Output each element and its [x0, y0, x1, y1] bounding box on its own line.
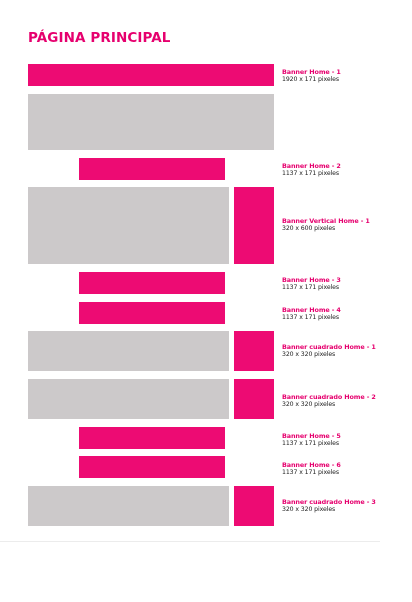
- banner-home-2-label: Banner Home - 2 1137 x 171 pixeles: [282, 162, 341, 178]
- banner-name: Banner Home - 4: [282, 306, 341, 314]
- banner-cuadrado-home-3: [234, 486, 274, 526]
- banner-size: 1137 x 171 pixeles: [282, 284, 339, 291]
- page-title: PÁGINA PRINCIPAL: [28, 30, 171, 46]
- banner-size: 1137 x 171 pixeles: [282, 170, 339, 177]
- banner-size: 1137 x 171 pixeles: [282, 469, 339, 476]
- banner-name: Banner Home - 3: [282, 276, 341, 284]
- banner-cuadrado-home-1-label: Banner cuadrado Home - 1 320 x 320 pixel…: [282, 343, 376, 359]
- banner-name: Banner cuadrado Home - 3: [282, 498, 376, 506]
- banner-home-2: [79, 158, 225, 180]
- content-block: [28, 187, 229, 264]
- banner-name: Banner Home - 5: [282, 432, 341, 440]
- content-block: [28, 486, 229, 526]
- content-block: [28, 331, 229, 371]
- banner-name: Banner Home - 1: [282, 68, 341, 76]
- content-block: [28, 94, 274, 150]
- banner-name: Banner cuadrado Home - 2: [282, 393, 376, 401]
- page-divider: [0, 541, 380, 542]
- banner-home-5-label: Banner Home - 5 1137 x 171 pixeles: [282, 432, 341, 448]
- banner-size: 1137 x 171 pixeles: [282, 314, 339, 321]
- banner-name: Banner Home - 2: [282, 162, 341, 170]
- banner-size: 320 x 320 pixeles: [282, 351, 336, 358]
- content-block: [28, 379, 229, 419]
- banner-vertical-home-1-label: Banner Vertical Home - 1 320 x 600 pixel…: [282, 217, 370, 233]
- banner-home-1-label: Banner Home - 1 1920 x 171 pixeles: [282, 68, 341, 84]
- banner-name: Banner cuadrado Home - 1: [282, 343, 376, 351]
- banner-home-6-label: Banner Home - 6 1137 x 171 pixeles: [282, 461, 341, 477]
- banner-size: 1137 x 171 pixeles: [282, 440, 339, 447]
- banner-cuadrado-home-2-label: Banner cuadrado Home - 2 320 x 320 pixel…: [282, 393, 376, 409]
- banner-home-3-label: Banner Home - 3 1137 x 171 pixeles: [282, 276, 341, 292]
- banner-home-6: [79, 456, 225, 478]
- banner-home-5: [79, 427, 225, 449]
- banner-home-1: [28, 64, 274, 86]
- banner-cuadrado-home-3-label: Banner cuadrado Home - 3 320 x 320 pixel…: [282, 498, 376, 514]
- banner-name: Banner Vertical Home - 1: [282, 217, 370, 225]
- banner-home-4: [79, 302, 225, 324]
- banner-size: 320 x 600 pixeles: [282, 225, 336, 232]
- banner-size: 1920 x 171 pixeles: [282, 76, 339, 83]
- banner-size: 320 x 320 pixeles: [282, 401, 336, 408]
- banner-cuadrado-home-2: [234, 379, 274, 419]
- banner-vertical-home-1: [234, 187, 274, 264]
- banner-cuadrado-home-1: [234, 331, 274, 371]
- banner-name: Banner Home - 6: [282, 461, 341, 469]
- banner-home-3: [79, 272, 225, 294]
- banner-home-4-label: Banner Home - 4 1137 x 171 pixeles: [282, 306, 341, 322]
- banner-size: 320 x 320 pixeles: [282, 506, 336, 513]
